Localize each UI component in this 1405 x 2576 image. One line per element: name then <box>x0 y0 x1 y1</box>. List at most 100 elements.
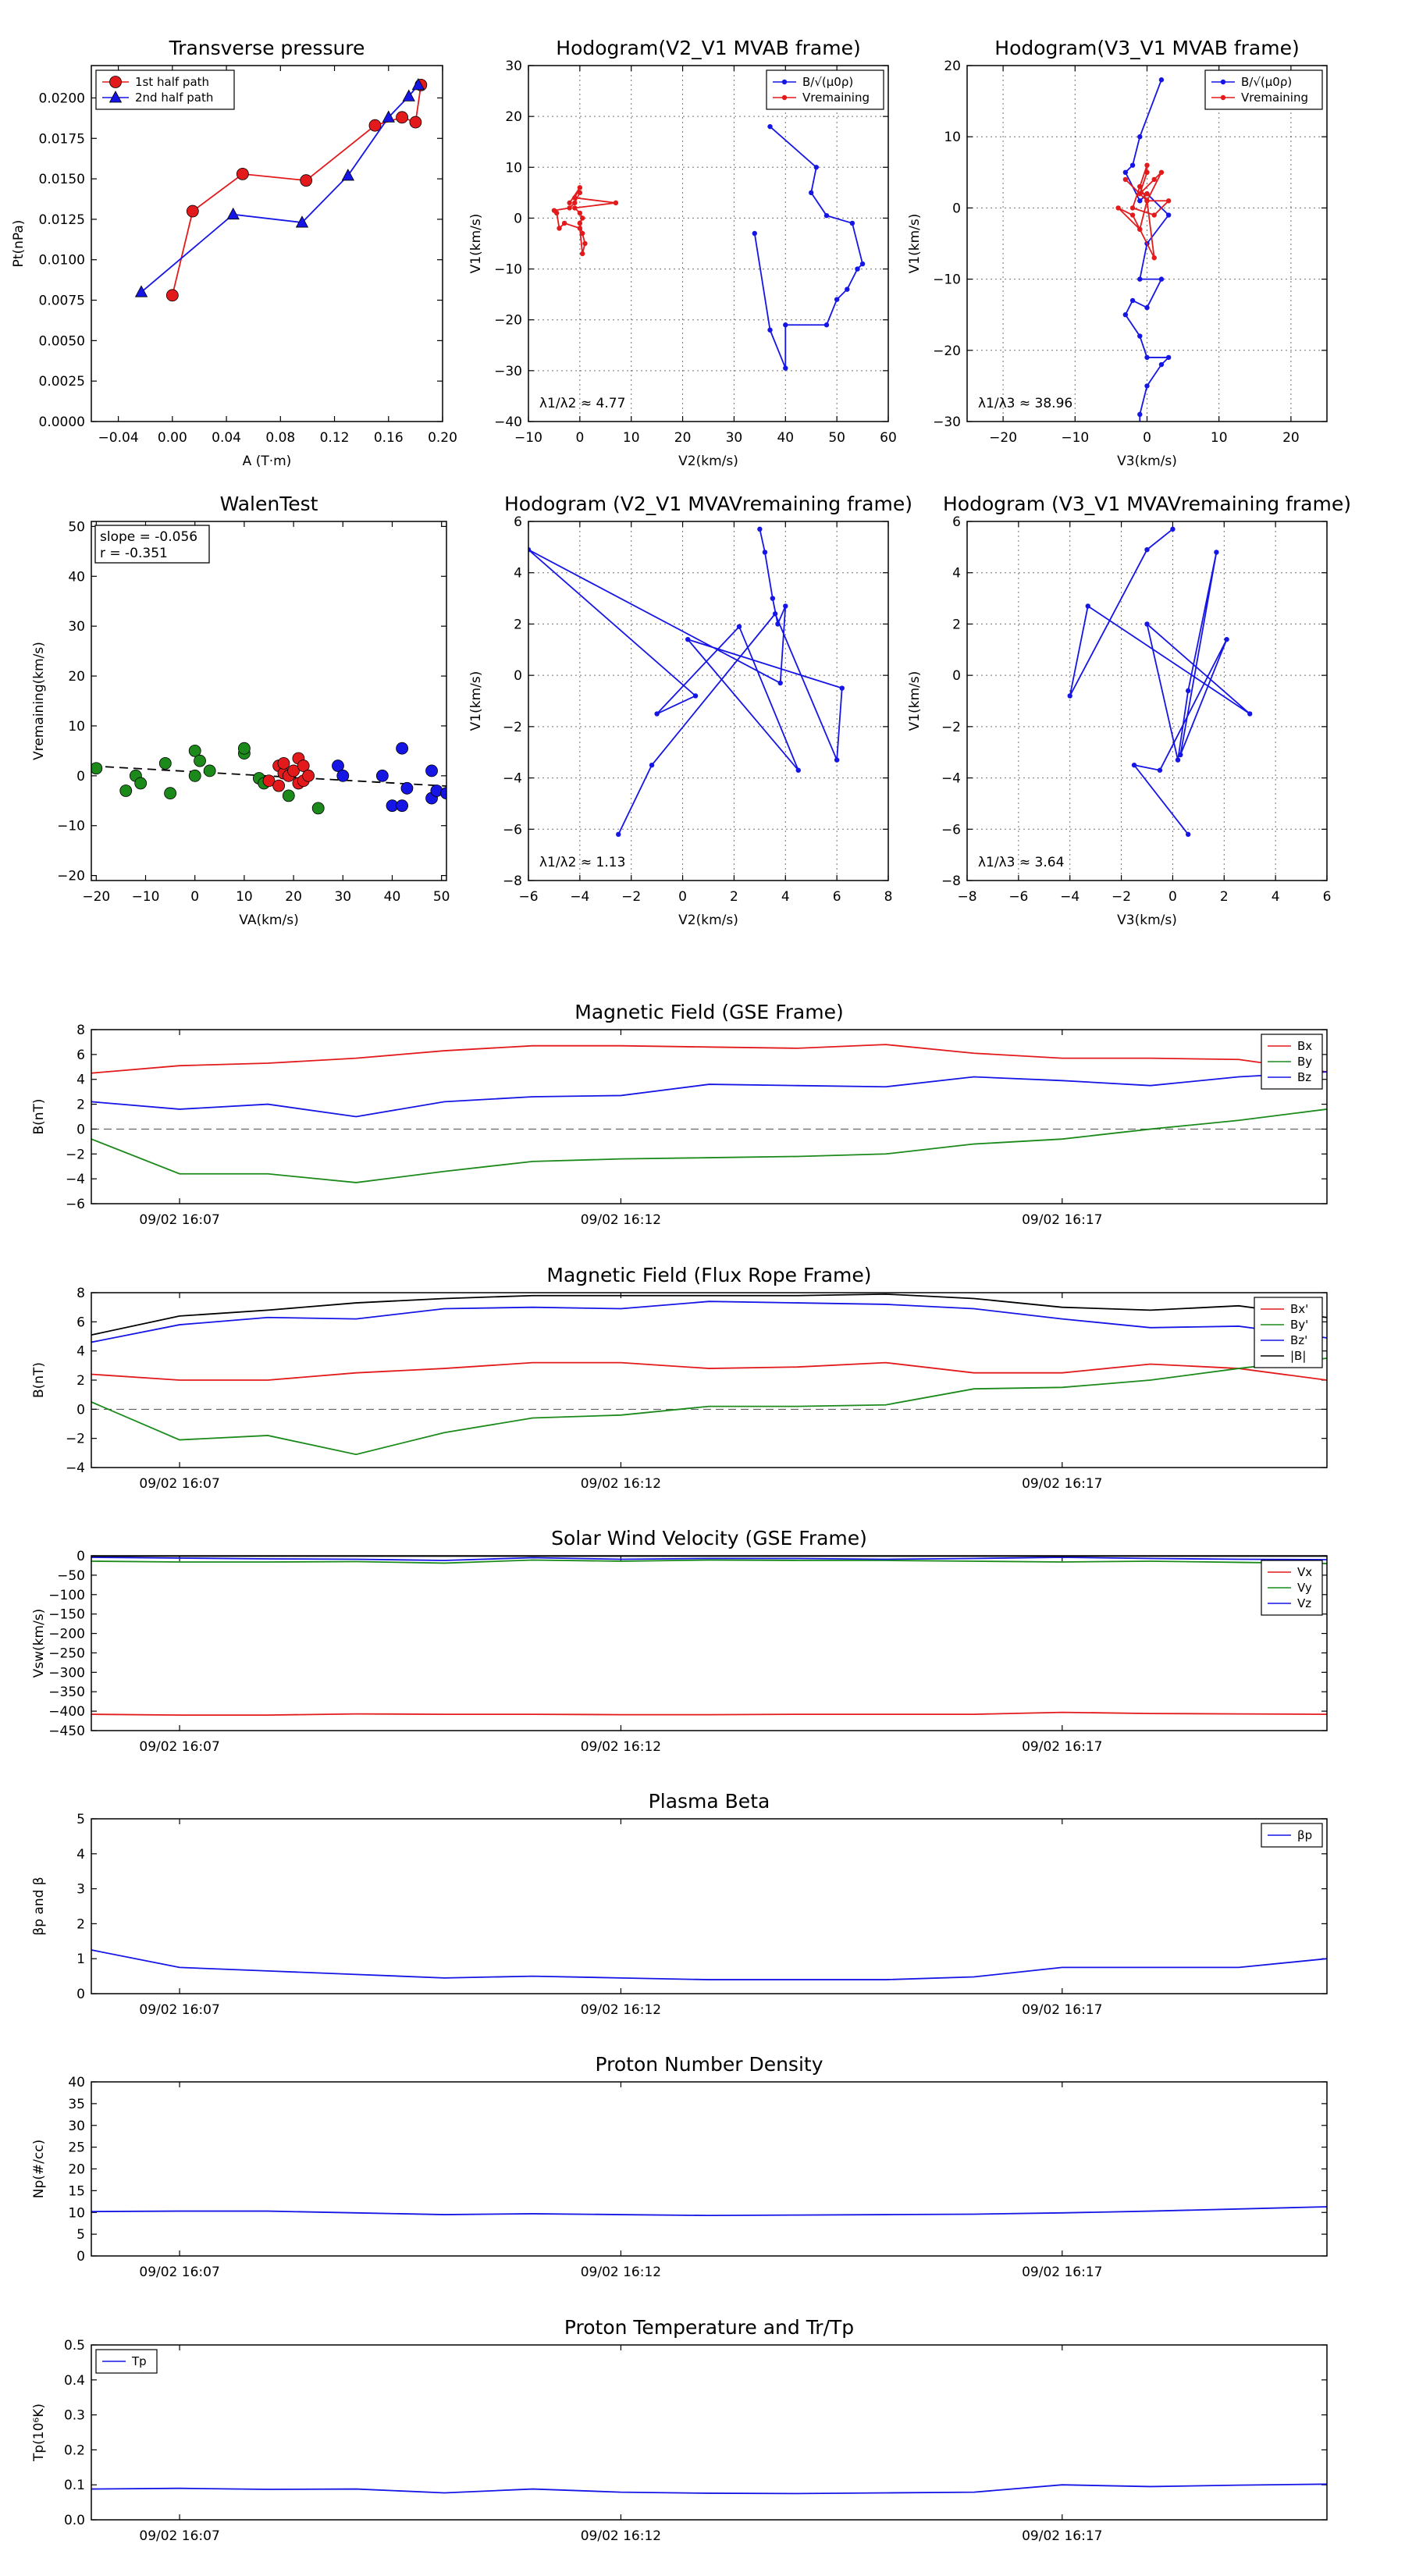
legend-label: Bz' <box>1290 1333 1307 1347</box>
series-line <box>171 84 422 296</box>
data-point <box>1122 169 1129 175</box>
data-point <box>1144 169 1150 175</box>
data-point <box>1144 162 1150 168</box>
data-point <box>823 212 830 219</box>
series-line <box>753 126 864 368</box>
x-tick-label: −10 <box>132 889 160 905</box>
data-point <box>226 207 240 220</box>
plot-area <box>528 526 845 838</box>
x-tick-label: 50 <box>828 430 845 446</box>
chart-bfr: 09/02 16:07 09/02 16:12 09/02 16:17 −4 −2 0 2 4… <box>31 1264 1328 1492</box>
chart-title: Plasma Beta <box>649 1790 770 1813</box>
chart-vsw: 09/02 16:07 09/02 16:12 09/02 16:17 −450 −40… <box>31 1527 1328 1755</box>
data-point <box>1144 190 1150 197</box>
y-tick-label: 4 <box>514 566 522 582</box>
y-axis-label: B(nT) <box>31 1098 47 1134</box>
data-point <box>300 174 313 187</box>
legend-label: Vx <box>1297 1565 1312 1579</box>
data-point <box>1137 411 1143 418</box>
y-tick-label: 15 <box>68 2183 85 2199</box>
y-tick-label: −400 <box>48 1704 85 1720</box>
x-tick-label: 09/02 16:12 <box>581 1212 661 1228</box>
data-point <box>579 215 585 221</box>
data-point <box>1165 354 1172 361</box>
x-tick-label: −10 <box>1061 430 1089 446</box>
data-point <box>1224 636 1229 642</box>
plot-area <box>91 1044 1327 1183</box>
y-tick-label: −8 <box>941 873 961 889</box>
data-point <box>781 94 788 101</box>
x-axis-label: V2(km/s) <box>678 454 738 469</box>
x-tick-label: 09/02 16:12 <box>581 2528 661 2544</box>
data-point <box>311 802 325 815</box>
y-tick-label: −300 <box>48 1665 85 1681</box>
y-axis-label: Np(#/cc) <box>31 2140 47 2198</box>
data-point <box>1170 526 1176 532</box>
data-point <box>752 230 757 237</box>
legend-label: Bx <box>1297 1039 1312 1053</box>
data-point <box>577 185 583 190</box>
series-line <box>91 2483 1327 2495</box>
series-line <box>1069 528 1250 835</box>
chart-title: Proton Temperature and Tr/Tp <box>564 2316 854 2339</box>
y-axis-label: βp and β <box>31 1877 47 1935</box>
y-tick-label: 10 <box>68 719 85 735</box>
data-point <box>119 785 133 797</box>
series-line <box>91 1071 1327 1118</box>
data-point <box>341 169 355 181</box>
y-tick-label: −200 <box>48 1627 85 1642</box>
x-axis-label: VA(km/s) <box>239 913 298 928</box>
y-tick-label: −2 <box>941 720 961 735</box>
data-point <box>783 322 788 328</box>
data-point <box>616 831 621 838</box>
chart-title: Magnetic Field (GSE Frame) <box>574 1001 843 1023</box>
data-point <box>203 764 216 777</box>
data-point <box>579 251 585 257</box>
x-tick-label: −2 <box>1112 889 1131 905</box>
data-point <box>1165 212 1172 218</box>
x-tick-label: 0.04 <box>212 430 241 446</box>
data-point <box>845 286 850 292</box>
annotation: r = -0.351 <box>100 546 168 561</box>
data-point <box>336 769 350 782</box>
y-tick-label: −100 <box>48 1588 85 1603</box>
legend-box <box>1254 1297 1323 1368</box>
axes-frame <box>91 1029 1328 1204</box>
data-point <box>186 205 199 218</box>
series-line <box>91 1949 1327 1980</box>
y-tick-label: 8 <box>76 1286 85 1301</box>
data-point <box>396 799 409 813</box>
data-point <box>1131 762 1137 768</box>
x-tick-label: −2 <box>621 889 641 905</box>
x-axis-label: A (T·m) <box>243 454 292 469</box>
data-point <box>1137 134 1143 140</box>
y-tick-label: 6 <box>76 1315 85 1330</box>
data-point <box>1137 426 1142 431</box>
chart-title: Hodogram(V3_V1 MVAB frame) <box>994 37 1299 59</box>
data-point <box>425 764 438 777</box>
data-point <box>795 767 801 773</box>
x-tick-label: 09/02 16:07 <box>139 2002 219 2018</box>
y-tick-label: 0 <box>76 1549 85 1564</box>
data-point <box>582 240 588 247</box>
data-point <box>164 787 177 800</box>
data-point <box>194 754 206 767</box>
annotation: λ1/λ3 ≈ 38.96 <box>978 396 1072 411</box>
axes-frame <box>528 521 889 881</box>
plot-area <box>91 2483 1327 2495</box>
x-tick-label: 6 <box>1323 889 1332 905</box>
data-point <box>736 624 742 629</box>
x-tick-label: −6 <box>518 889 538 905</box>
data-point <box>654 711 660 717</box>
data-point <box>295 215 309 228</box>
x-tick-label: −8 <box>957 889 976 905</box>
x-tick-label: 09/02 16:17 <box>1022 2002 1102 2018</box>
y-tick-label: −150 <box>48 1607 85 1623</box>
plot-area <box>91 742 446 815</box>
x-tick-label: 09/02 16:12 <box>581 1476 661 1492</box>
series-line <box>91 1361 1327 1381</box>
y-tick-label: 30 <box>68 619 85 635</box>
axes-frame <box>91 1818 1328 1994</box>
data-point <box>577 190 583 196</box>
x-tick-label: 09/02 16:12 <box>581 2265 661 2280</box>
